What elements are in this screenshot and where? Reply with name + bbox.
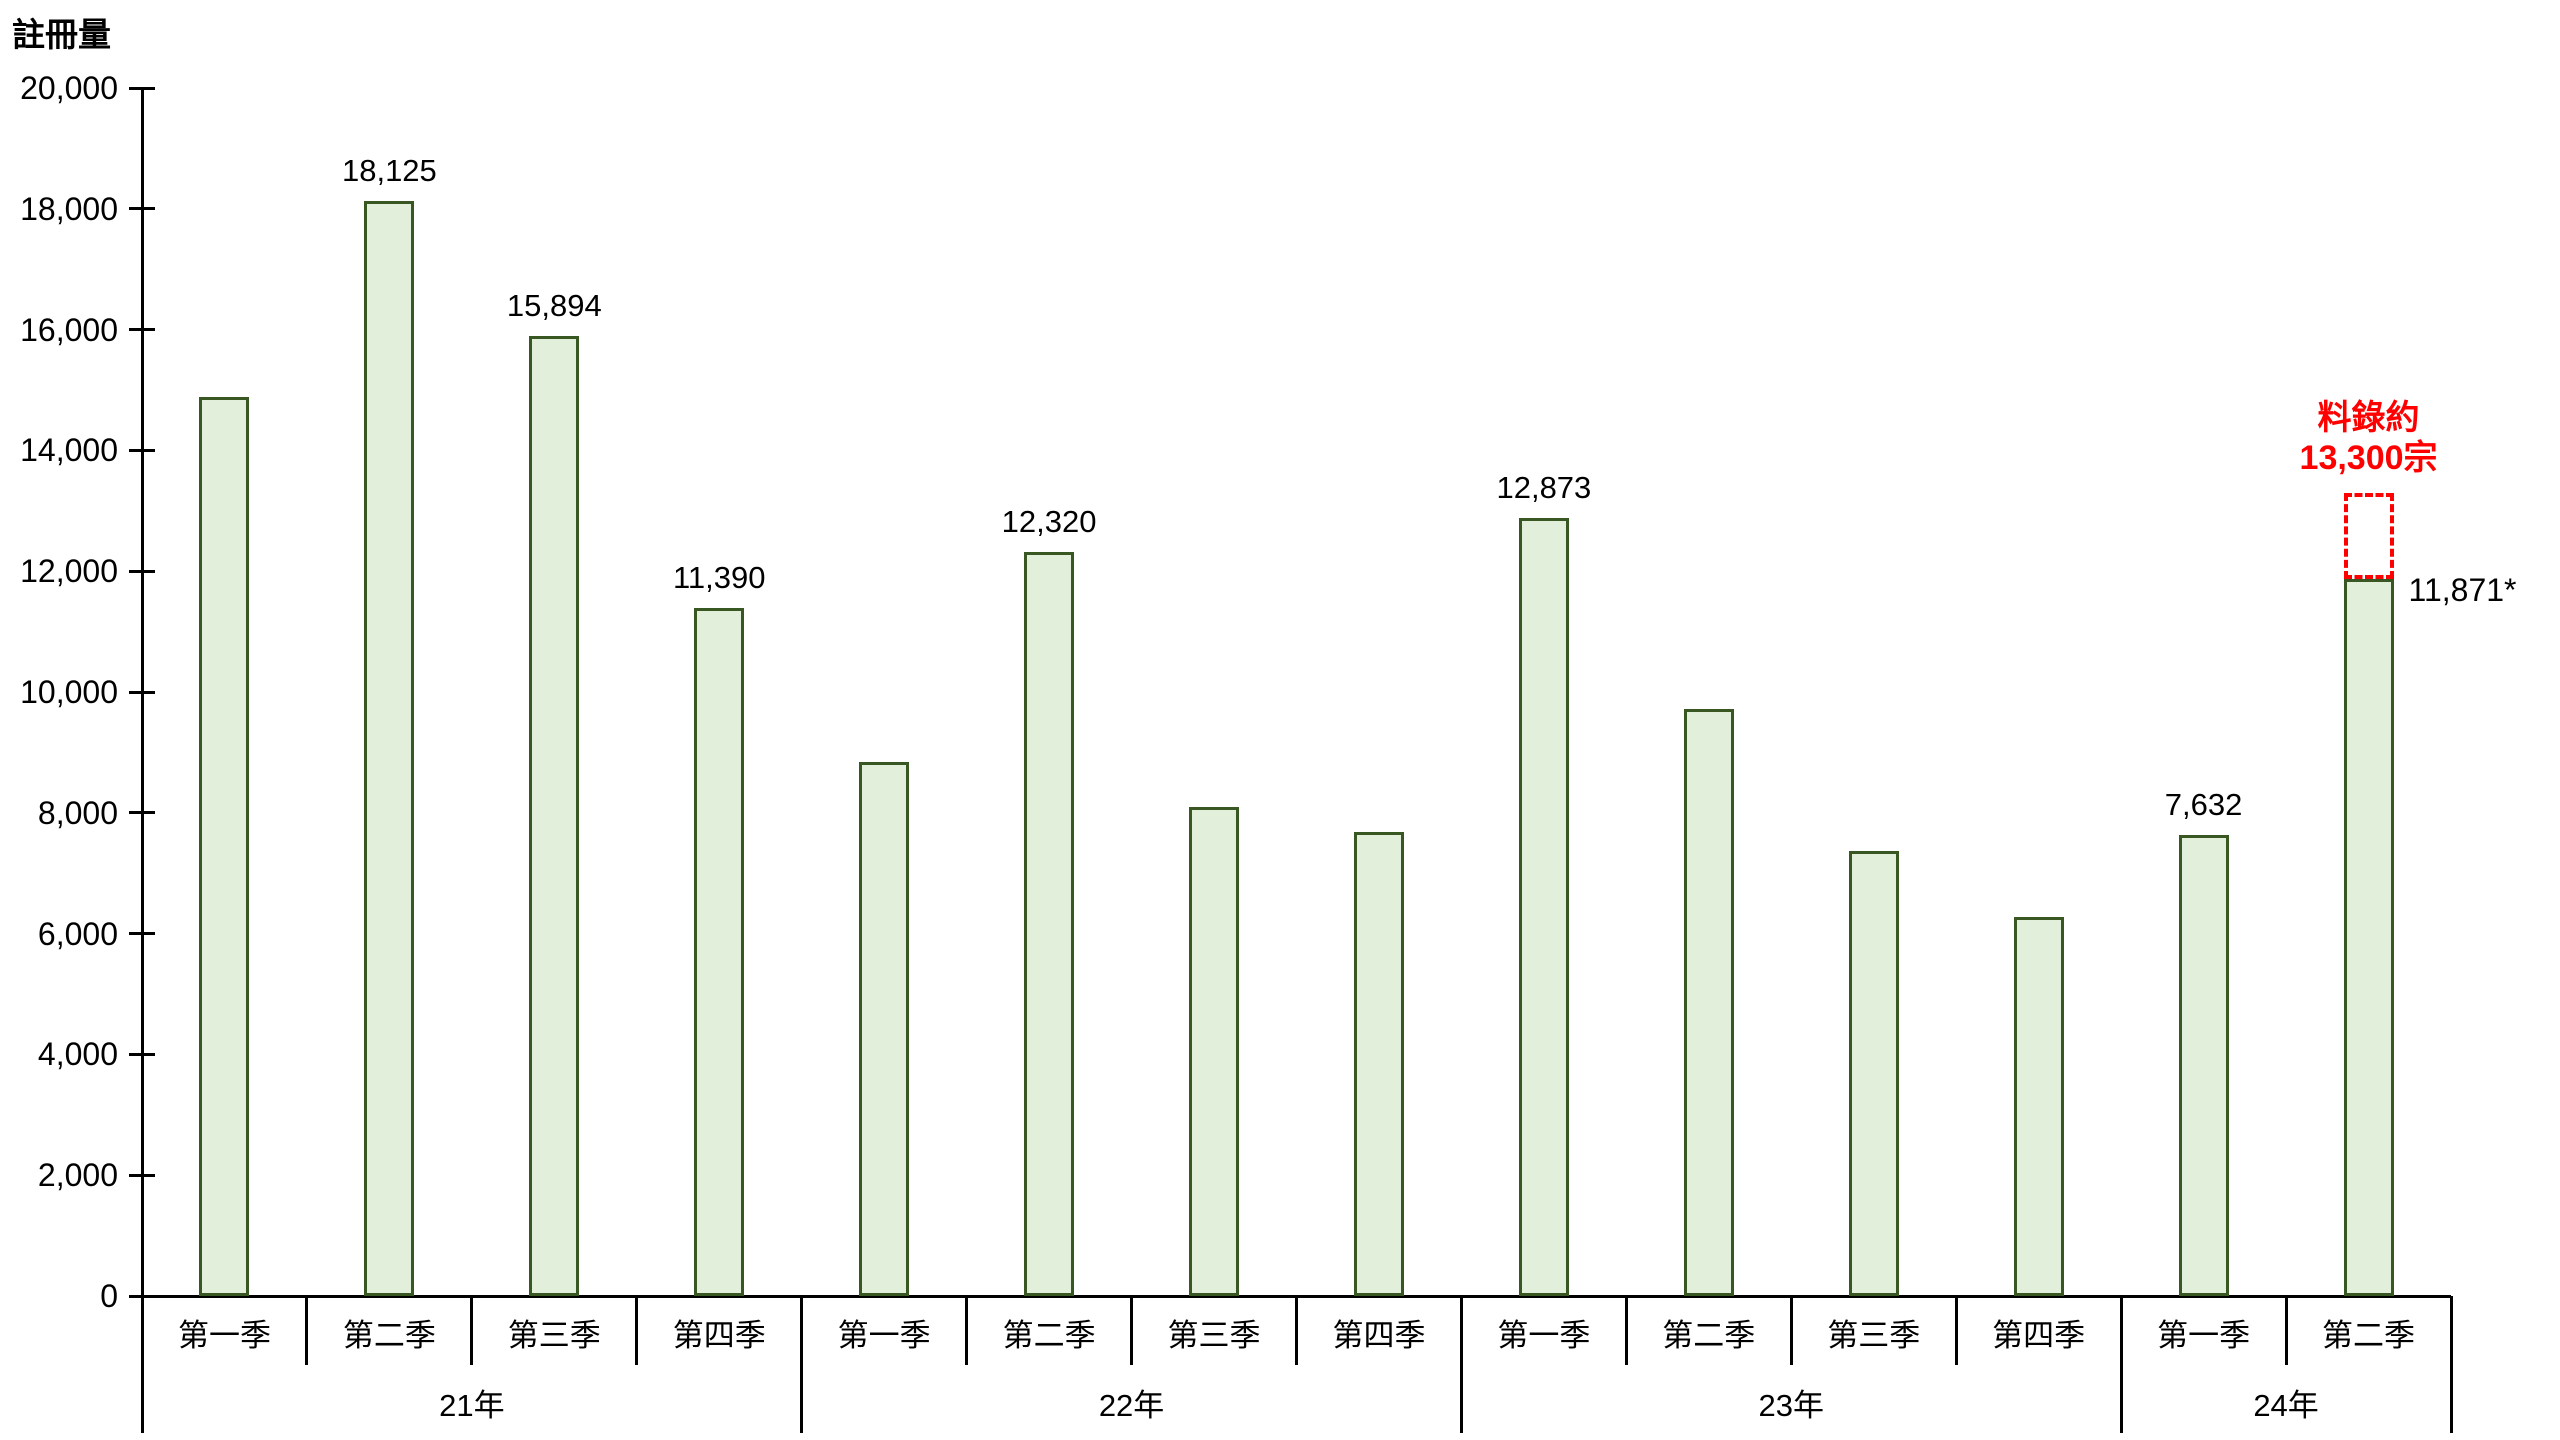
y-tick-mark xyxy=(129,1173,155,1177)
x-axis-quarter-label: 第四季 xyxy=(672,1317,766,1353)
bar-21y-q1 xyxy=(199,396,250,1296)
x-axis-year-label: 21年 xyxy=(439,1387,505,1423)
forecast-annotation-line: 料錄約 xyxy=(2317,399,2420,437)
y-tick-mark xyxy=(129,569,155,573)
bar-value-label: 11,390 xyxy=(672,560,766,596)
actual-value-side-label: 11,871* xyxy=(2408,571,2517,608)
x-axis-quarter-label: 第三季 xyxy=(1827,1317,1921,1353)
quarter-separator xyxy=(1624,1296,1628,1365)
quarter-separator xyxy=(1954,1296,1958,1365)
x-axis-quarter-label: 第一季 xyxy=(2157,1317,2251,1353)
bar-23y-q4 xyxy=(2013,916,2064,1296)
bar-21y-q3 xyxy=(529,336,580,1296)
x-axis-quarter-label: 第一季 xyxy=(837,1317,931,1353)
x-axis-year-label: 22年 xyxy=(1098,1387,1165,1423)
x-axis-quarter-label: 第一季 xyxy=(1497,1317,1591,1353)
y-tick-label: 16,000 xyxy=(20,311,118,348)
y-tick-mark xyxy=(129,690,155,694)
forecast-dashed-box xyxy=(2343,492,2394,579)
bar-21y-q4 xyxy=(694,608,745,1296)
quarter-separator xyxy=(2284,1296,2288,1365)
y-tick-label: 2,000 xyxy=(37,1157,118,1194)
x-axis-year-label: 23年 xyxy=(1758,1387,1825,1423)
bar-23y-q1 xyxy=(1518,518,1569,1296)
x-axis-quarter-label: 第四季 xyxy=(1332,1317,1426,1353)
y-tick-label: 14,000 xyxy=(20,432,118,469)
bar-22y-q4 xyxy=(1353,831,1404,1296)
bar-23y-q2 xyxy=(1683,708,1734,1296)
bar-22y-q1 xyxy=(859,762,910,1296)
year-separator xyxy=(2449,1296,2453,1433)
y-tick-label: 4,000 xyxy=(37,1036,118,1073)
quarter-separator xyxy=(635,1296,639,1365)
bar-21y-q2 xyxy=(364,201,415,1296)
quarter-separator xyxy=(1295,1296,1298,1365)
year-separator xyxy=(800,1296,804,1433)
y-tick-label: 10,000 xyxy=(20,674,118,710)
quarter-separator xyxy=(305,1296,309,1365)
y-tick-label: 0 xyxy=(100,1278,118,1314)
y-tick-mark xyxy=(129,328,155,332)
y-axis-title: 註冊量 xyxy=(12,16,111,53)
bar-value-label: 12,873 xyxy=(1496,470,1592,506)
x-axis-quarter-label: 第一季 xyxy=(177,1317,271,1353)
bar-23y-q3 xyxy=(1848,851,1899,1296)
y-tick-label: 8,000 xyxy=(37,794,118,831)
quarter-separator xyxy=(1789,1296,1793,1365)
y-tick-label: 20,000 xyxy=(20,70,118,106)
y-tick-mark xyxy=(129,1052,155,1056)
y-tick-label: 6,000 xyxy=(37,915,118,952)
y-tick-label: 18,000 xyxy=(20,190,118,227)
quarter-separator xyxy=(965,1296,969,1365)
bar-22y-q2 xyxy=(1024,551,1075,1296)
x-axis-quarter-label: 第二季 xyxy=(2322,1317,2416,1353)
y-tick-mark xyxy=(129,448,155,452)
bar-value-label: 18,125 xyxy=(341,153,437,189)
bar-24y-q1 xyxy=(2178,835,2229,1296)
x-axis-quarter-label: 第三季 xyxy=(1167,1317,1261,1353)
x-axis-quarter-label: 第三季 xyxy=(507,1317,601,1353)
year-separator xyxy=(1459,1296,1463,1433)
y-tick-label: 12,000 xyxy=(20,553,118,590)
bar-22y-q3 xyxy=(1189,806,1240,1296)
y-tick-mark xyxy=(129,811,155,815)
bar-value-label: 15,894 xyxy=(506,288,602,323)
x-axis-quarter-label: 第二季 xyxy=(342,1317,436,1353)
y-tick-mark xyxy=(129,86,155,90)
quarter-separator xyxy=(1130,1296,1134,1365)
y-tick-mark xyxy=(129,1294,155,1298)
y-axis-line xyxy=(140,88,144,1433)
x-axis-quarter-label: 第四季 xyxy=(1992,1317,2086,1353)
y-tick-mark xyxy=(129,207,155,211)
forecast-annotation-line: 13,300宗 xyxy=(2299,439,2438,477)
bar-24y-q2 xyxy=(2343,578,2394,1296)
quarter-separator xyxy=(470,1296,474,1365)
y-tick-mark xyxy=(129,932,155,936)
bar-value-label: 7,632 xyxy=(2164,787,2243,823)
x-axis-quarter-label: 第二季 xyxy=(1002,1317,1096,1353)
x-axis-year-label: 24年 xyxy=(2253,1387,2319,1423)
year-separator xyxy=(2119,1296,2123,1433)
x-axis-quarter-label: 第二季 xyxy=(1662,1317,1756,1353)
bar-value-label: 12,320 xyxy=(1001,503,1097,539)
